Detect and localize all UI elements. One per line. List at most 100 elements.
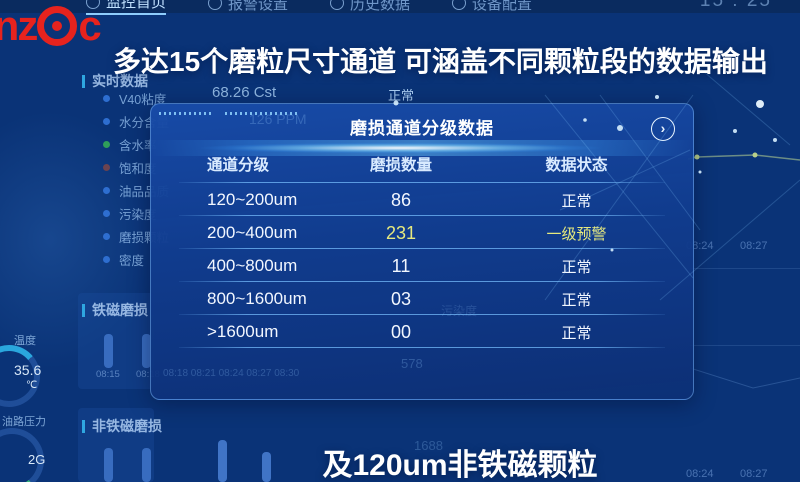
trend-line-chart — [688, 152, 800, 161]
row-divider — [179, 347, 665, 348]
dash-decoration — [159, 112, 211, 115]
oil-pressure-gauge — [0, 428, 44, 482]
column-header-status: 数据状态 — [545, 157, 608, 174]
background-glow — [0, 110, 160, 370]
x-tick: 08:24 — [686, 468, 714, 480]
metric-dot — [103, 187, 110, 194]
status-cell: 正常 — [561, 193, 592, 210]
list-item: 污染度 — [103, 202, 169, 225]
section-title-text: 非铁磁磨损 — [92, 418, 162, 434]
nav-label: 历史数据 — [350, 0, 411, 13]
status-cell: 正常 — [561, 292, 592, 309]
row-divider — [179, 248, 665, 249]
section-accent-bar — [82, 419, 85, 433]
column-header-channel: 通道分级 — [207, 157, 270, 174]
metric-dot — [103, 233, 110, 240]
trend-line-faint — [690, 367, 800, 389]
table-row: 400~800um 11 正常 — [151, 256, 693, 280]
top-nav-bar — [0, 0, 800, 13]
modal-title: 磨损通道分级数据 — [350, 119, 494, 138]
metric-dot — [103, 141, 110, 148]
nav-item-device-config[interactable]: 设备配置 — [452, 0, 532, 15]
section-accent-bar — [82, 74, 85, 88]
channel-cell: 120~200um — [207, 190, 298, 209]
x-tick: 08:15 — [96, 369, 120, 380]
table-row: >1600um 00 正常 — [151, 322, 693, 346]
top-nav: 监控首页 报警设置 历史数据 设备配置 — [86, 0, 532, 15]
realtime-section-title: 实时数据 — [82, 71, 148, 91]
section-title-text: 实时数据 — [92, 73, 148, 89]
list-item: 密度 — [103, 248, 169, 271]
nav-label: 监控首页 — [106, 0, 167, 11]
chart-bar — [142, 334, 151, 368]
logo-text-right: c — [78, 2, 101, 49]
metric-label: 密度 — [119, 254, 145, 268]
nav-item-alarm-settings[interactable]: 报警设置 — [208, 0, 288, 15]
table-row: 120~200um 86 正常 — [151, 190, 693, 214]
count-cell: 231 — [385, 223, 417, 243]
list-item: 含水率 — [103, 133, 169, 156]
chart-bar — [218, 440, 227, 482]
channel-cell: 800~1600um — [207, 289, 307, 308]
row-divider — [179, 215, 665, 216]
ghost-times: 08:18 08:21 08:24 08:27 08:30 — [163, 368, 300, 379]
metric-dot — [103, 210, 110, 217]
wear-channel-modal: 磨损通道分级数据 › 通道分级 磨损数量 数据状态 120~200um 86 正… — [150, 103, 694, 400]
monitor-home-icon — [86, 0, 100, 9]
status-cell: 正常 — [561, 259, 592, 276]
bullseye-icon — [37, 6, 78, 46]
nonferro-wear-title: 非铁磁磨损 — [82, 416, 162, 436]
alarm-settings-icon — [208, 0, 223, 10]
count-cell: 03 — [390, 289, 412, 309]
row-divider — [179, 314, 665, 315]
ghost-578: 578 — [401, 356, 423, 371]
chart-bar — [142, 448, 151, 482]
caption-banner: 及120um非铁磁颗粒 — [322, 449, 598, 482]
count-cell: 00 — [390, 322, 412, 342]
status-cell: 一级预警 — [546, 226, 607, 243]
logo-text-left: inz — [0, 2, 38, 49]
ghost-value: 1688 — [414, 438, 443, 453]
lens-flare-decoration — [151, 140, 693, 156]
table-row: 800~1600um 03 正常 — [151, 289, 693, 313]
temperature-value: 35.6 — [14, 362, 42, 378]
dash-decoration — [225, 112, 297, 115]
nav-item-monitor-home[interactable]: 监控首页 — [86, 0, 167, 15]
expand-arrow-button[interactable]: › — [651, 117, 675, 141]
row-divider — [179, 281, 665, 282]
metric-label: 污染度 — [119, 208, 157, 222]
ghost-ppm: 126 PPM — [249, 111, 307, 127]
metric-label: 含水率 — [119, 139, 157, 153]
section-accent-bar — [82, 303, 85, 317]
nonferro-wear-panel — [78, 408, 154, 482]
inzoc-logo: inz c — [0, 2, 102, 49]
ferro-wear-panel — [78, 293, 154, 389]
v40-viscosity-status: 正常 — [388, 88, 415, 103]
row-divider — [179, 182, 665, 183]
nav-label: 设备配置 — [472, 0, 533, 13]
column-header-count: 磨损数量 — [369, 157, 432, 174]
gridline — [690, 345, 800, 346]
nav-item-history-data[interactable]: 历史数据 — [330, 0, 410, 15]
metric-dot — [103, 164, 110, 171]
count-cell: 86 — [390, 190, 412, 210]
channel-cell: >1600um — [207, 322, 279, 341]
temperature-label: 温度 — [14, 335, 36, 347]
metric-dot — [103, 118, 110, 125]
metric-label: 饱和度 — [119, 162, 157, 176]
x-tick: 08:18 — [136, 369, 160, 380]
clock-display: 15 : 25 — [699, 0, 772, 11]
channel-cell: 400~800um — [207, 256, 298, 275]
gridline — [690, 268, 800, 269]
metric-dot — [103, 256, 110, 263]
channel-cell: 200~400um — [207, 223, 298, 242]
headline-banner: 多达15个磨粒尺寸通道 可涵盖不同颗粒段的数据输出 — [113, 46, 768, 77]
oil-pressure-label: 油路压力 — [2, 416, 46, 428]
nav-label: 报警设置 — [228, 0, 289, 13]
v40-viscosity-value: 68.26 Cst — [212, 84, 277, 101]
x-tick: 08:27 — [740, 468, 768, 480]
temperature-unit: ℃ — [26, 380, 38, 391]
oil-pressure-value: 2G — [28, 452, 46, 467]
table-header-row: 通道分级 磨损数量 数据状态 — [151, 153, 693, 177]
